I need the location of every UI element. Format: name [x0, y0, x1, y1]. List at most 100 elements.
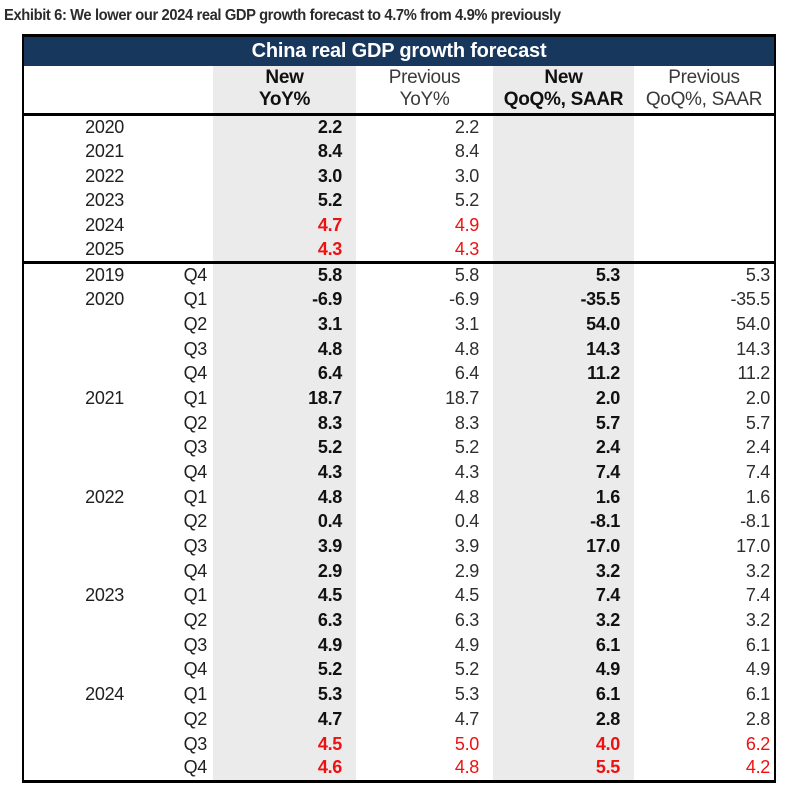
prev-yoy-cell: 5.8 — [454, 265, 479, 286]
quarter-cell: Q1 — [183, 387, 208, 408]
quarter-cell: Q1 — [183, 486, 208, 507]
col-header-new-qoq-line1: New — [544, 67, 583, 89]
quarter-cell: Q4 — [183, 560, 208, 581]
quarter-cell: Q2 — [183, 708, 208, 729]
new-yoy-cell: 4.3 — [213, 460, 356, 485]
table-row: 2020 Q1 -6.9 -6.9 -35.5 -35.5 — [23, 287, 775, 312]
year-cell: 2021 — [85, 141, 124, 162]
prev-yoy-cell: 4.7 — [454, 708, 479, 729]
year-cell — [23, 658, 151, 683]
new-yoy-cell: 18.7 — [213, 386, 356, 411]
prev-qoq-cell: 4.2 — [745, 757, 770, 778]
new-qoq-cell: 6.1 — [493, 682, 634, 707]
prev-yoy-cell: 5.0 — [454, 733, 479, 754]
year-cell: 2023 — [85, 585, 124, 606]
prev-qoq-cell: 2.4 — [745, 437, 770, 458]
prev-qoq-cell: 6.1 — [745, 634, 770, 655]
quarter-cell: Q4 — [183, 265, 208, 286]
new-yoy-cell: 5.2 — [213, 188, 356, 214]
year-cell — [23, 633, 151, 658]
year-cell — [23, 707, 151, 732]
prev-yoy-cell: 0.4 — [454, 511, 479, 532]
new-qoq-cell: 11.2 — [493, 361, 634, 387]
prev-yoy-cell: 2.2 — [454, 117, 479, 138]
quarter-cell: Q1 — [183, 289, 208, 310]
prev-qoq-cell: 5.7 — [745, 412, 770, 433]
new-yoy-cell: 5.8 — [213, 262, 356, 288]
quarter-cell: Q4 — [183, 757, 208, 778]
quarter-cell — [151, 115, 213, 140]
quarter-cell: Q3 — [183, 536, 208, 557]
annual-section: 2020 2.2 2.2 2021 8.4 8.4 2022 3.0 3.0 2023 5.2 5.2… — [23, 114, 775, 263]
new-qoq-cell: 14.3 — [493, 336, 634, 362]
col-header-new-qoq: New QoQ%, SAAR — [493, 65, 634, 116]
new-qoq-cell: 1.6 — [493, 484, 634, 510]
col-header-prev-qoq: Previous QoQ%, SAAR — [634, 65, 775, 116]
prev-yoy-cell: -6.9 — [449, 289, 479, 310]
prev-qoq-cell: 17.0 — [736, 536, 770, 557]
table-row: 2022 3.0 3.0 — [23, 163, 775, 189]
col-header-new-yoy-line1: New — [265, 67, 304, 89]
new-qoq-cell: 2.8 — [493, 707, 634, 732]
table-row: 2024 Q1 5.3 5.3 6.1 6.1 — [23, 682, 775, 707]
new-yoy-cell: 2.2 — [213, 114, 356, 140]
table-row: Q3 3.9 3.9 17.0 17.0 — [23, 534, 775, 559]
new-yoy-cell: 6.4 — [213, 361, 356, 387]
prev-qoq-cell: 2.0 — [745, 387, 770, 408]
prev-yoy-cell: 5.2 — [454, 190, 479, 211]
prev-yoy-cell: 4.5 — [454, 585, 479, 606]
table-row: 2025 4.3 4.3 — [23, 237, 775, 263]
prev-qoq-cell: 7.4 — [745, 461, 770, 482]
year-cell — [23, 411, 151, 436]
new-qoq-cell — [493, 139, 634, 164]
col-header-new-qoq-line2: QoQ%, SAAR — [503, 89, 624, 111]
table-row: Q4 5.2 5.2 4.9 4.9 — [23, 657, 775, 683]
prev-yoy-cell: 18.7 — [445, 387, 479, 408]
table-row: Q3 4.5 5.0 4.0 6.2 — [23, 731, 775, 757]
new-yoy-cell: 4.9 — [213, 632, 356, 658]
year-cell: 2022 — [85, 165, 124, 186]
year-cell — [23, 435, 151, 460]
year-cell — [23, 312, 151, 337]
table-row: 2024 4.7 4.9 — [23, 213, 775, 238]
new-yoy-cell: 3.0 — [213, 163, 356, 189]
table-title-row: China real GDP growth forecast — [23, 35, 775, 66]
table-row: Q2 0.4 0.4 -8.1 -8.1 — [23, 509, 775, 535]
prev-qoq-cell: 5.3 — [745, 265, 770, 286]
quarter-cell — [151, 139, 213, 164]
prev-qoq-cell: 1.6 — [745, 486, 770, 507]
new-yoy-cell: 4.5 — [213, 583, 356, 609]
year-cell: 2024 — [85, 215, 124, 236]
exhibit-title: Exhibit 6: We lower our 2024 real GDP gr… — [4, 7, 561, 24]
table-row: 2023 Q1 4.5 4.5 7.4 7.4 — [23, 583, 775, 609]
table-row: 2019 Q4 5.8 5.8 5.3 5.3 — [23, 262, 775, 288]
prev-qoq-cell — [634, 139, 775, 164]
prev-qoq-cell — [634, 164, 775, 189]
year-cell — [23, 510, 151, 535]
quarter-cell — [151, 189, 213, 214]
new-yoy-cell: -6.9 — [213, 287, 356, 312]
new-qoq-cell: 7.4 — [493, 460, 634, 485]
table-row: Q4 4.3 4.3 7.4 7.4 — [23, 460, 775, 485]
prev-qoq-cell: -35.5 — [730, 289, 770, 310]
col-header-prev-yoy-line1: Previous — [388, 67, 461, 89]
new-yoy-cell: 4.8 — [213, 336, 356, 362]
new-qoq-cell: 3.2 — [493, 558, 634, 584]
table-row: Q4 2.9 2.9 3.2 3.2 — [23, 558, 775, 584]
quarter-cell: Q3 — [183, 437, 208, 458]
prev-qoq-cell: -8.1 — [740, 511, 770, 532]
col-header-prev-qoq-line1: Previous — [668, 67, 740, 89]
table-row: Q4 4.6 4.8 5.5 4.2 — [23, 756, 775, 782]
table-row: Q3 5.2 5.2 2.4 2.4 — [23, 435, 775, 461]
table-row: Q3 4.8 4.8 14.3 14.3 — [23, 336, 775, 362]
quarter-cell: Q1 — [183, 585, 208, 606]
new-yoy-cell: 6.3 — [213, 608, 356, 633]
year-cell: 2021 — [85, 387, 124, 408]
col-header-new-yoy: New YoY% — [213, 65, 356, 116]
prev-qoq-cell: 3.2 — [745, 610, 770, 631]
new-qoq-cell: 54.0 — [493, 312, 634, 337]
prev-yoy-cell: 4.3 — [454, 239, 479, 260]
new-qoq-cell: 6.1 — [493, 632, 634, 658]
year-cell: 2023 — [85, 190, 124, 211]
prev-qoq-cell: 6.1 — [745, 684, 770, 705]
